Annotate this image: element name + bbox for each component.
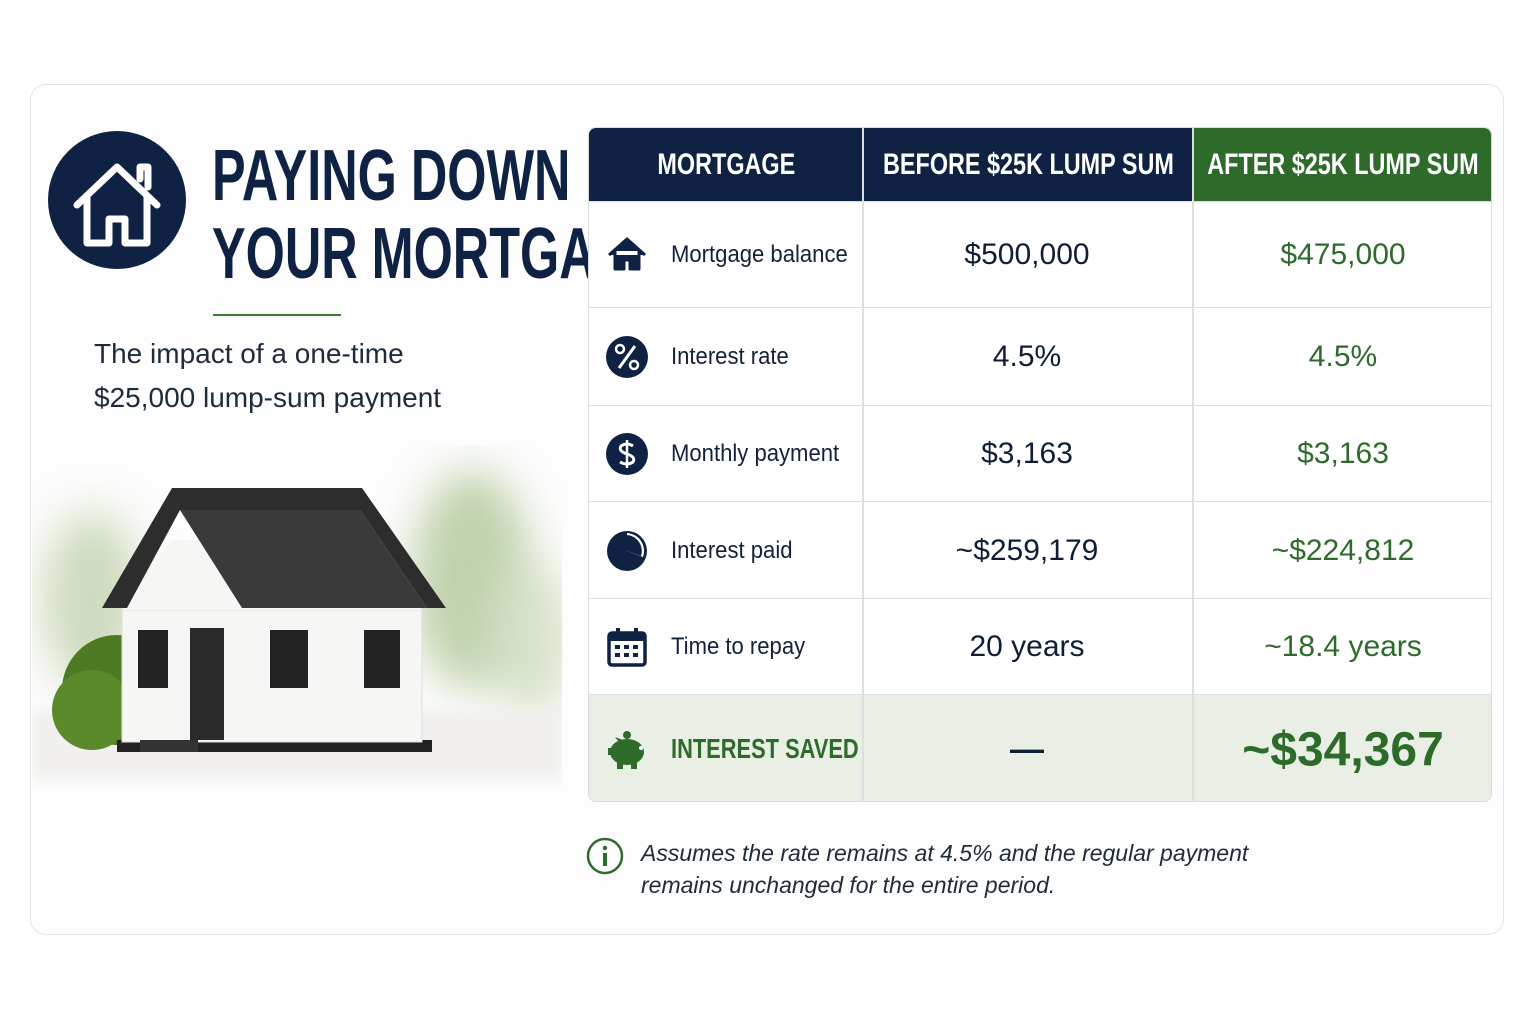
before-value: $3,163 bbox=[981, 437, 1073, 470]
table-row: Mortgage balance $500,000 $475,000 bbox=[589, 201, 1491, 307]
row-label: Interest rate bbox=[671, 343, 789, 370]
header-text: MORTGAGE bbox=[657, 147, 795, 181]
after-value: ~$34,367 bbox=[1242, 723, 1444, 776]
table-row: Monthly payment $3,163 $3,163 bbox=[589, 405, 1491, 501]
row-label: Time to repay bbox=[671, 633, 806, 660]
row-label: INTEREST SAVED bbox=[671, 732, 859, 764]
before-value: $500,000 bbox=[964, 238, 1090, 271]
row-label: Mortgage balance bbox=[671, 241, 848, 268]
header-cell: BEFORE $25K LUMP SUM bbox=[863, 128, 1193, 201]
row-icon bbox=[606, 433, 648, 475]
column-divider bbox=[1192, 128, 1194, 801]
header-cell: AFTER $25K LUMP SUM bbox=[1193, 128, 1491, 201]
house-badge bbox=[48, 131, 186, 269]
after-value: ~18.4 years bbox=[1264, 630, 1422, 663]
divider bbox=[213, 314, 341, 316]
row-label: Monthly payment bbox=[671, 440, 840, 467]
subtitle-line: $25,000 lump-sum payment bbox=[94, 382, 442, 413]
table-row: Interest paid ~$259,179 ~$224,812 bbox=[589, 501, 1491, 598]
house-illustration bbox=[32, 470, 562, 780]
note-line: Assumes the rate remains at 4.5% and the… bbox=[641, 840, 1249, 866]
table-row: Time to repay 20 years ~18.4 years bbox=[589, 598, 1491, 694]
after-value: $475,000 bbox=[1280, 238, 1406, 271]
table-row: INTEREST SAVED — ~$34,367 bbox=[589, 694, 1491, 801]
note-line: remains unchanged for the entire period. bbox=[641, 872, 1056, 898]
info-icon bbox=[586, 837, 624, 875]
row-label: Interest paid bbox=[671, 536, 793, 564]
header-cell: MORTGAGE bbox=[589, 128, 863, 201]
header-text: AFTER $25K LUMP SUM bbox=[1207, 147, 1479, 181]
row-icon bbox=[607, 530, 647, 571]
after-value: ~$224,812 bbox=[1271, 533, 1415, 567]
row-icon bbox=[606, 336, 648, 378]
after-value: 4.5% bbox=[1308, 340, 1378, 373]
after-value: $3,163 bbox=[1297, 437, 1389, 470]
row-icon bbox=[607, 628, 647, 667]
subtitle-line: The impact of a one-time bbox=[94, 338, 404, 369]
title-line: PAYING DOWN bbox=[212, 136, 571, 216]
before-value: — bbox=[1010, 730, 1044, 768]
comparison-table: MORTGAGE BEFORE $25K LUMP SUM AFTER $25K… bbox=[588, 127, 1492, 802]
table-row: Interest rate 4.5% 4.5% bbox=[589, 307, 1491, 405]
row-icon bbox=[608, 730, 644, 769]
header-text: BEFORE $25K LUMP SUM bbox=[882, 147, 1174, 181]
before-value: ~$259,179 bbox=[955, 533, 1099, 567]
before-value: 4.5% bbox=[992, 340, 1062, 373]
row-icon bbox=[608, 237, 646, 271]
before-value: 20 years bbox=[969, 630, 1085, 663]
column-divider bbox=[862, 128, 864, 801]
